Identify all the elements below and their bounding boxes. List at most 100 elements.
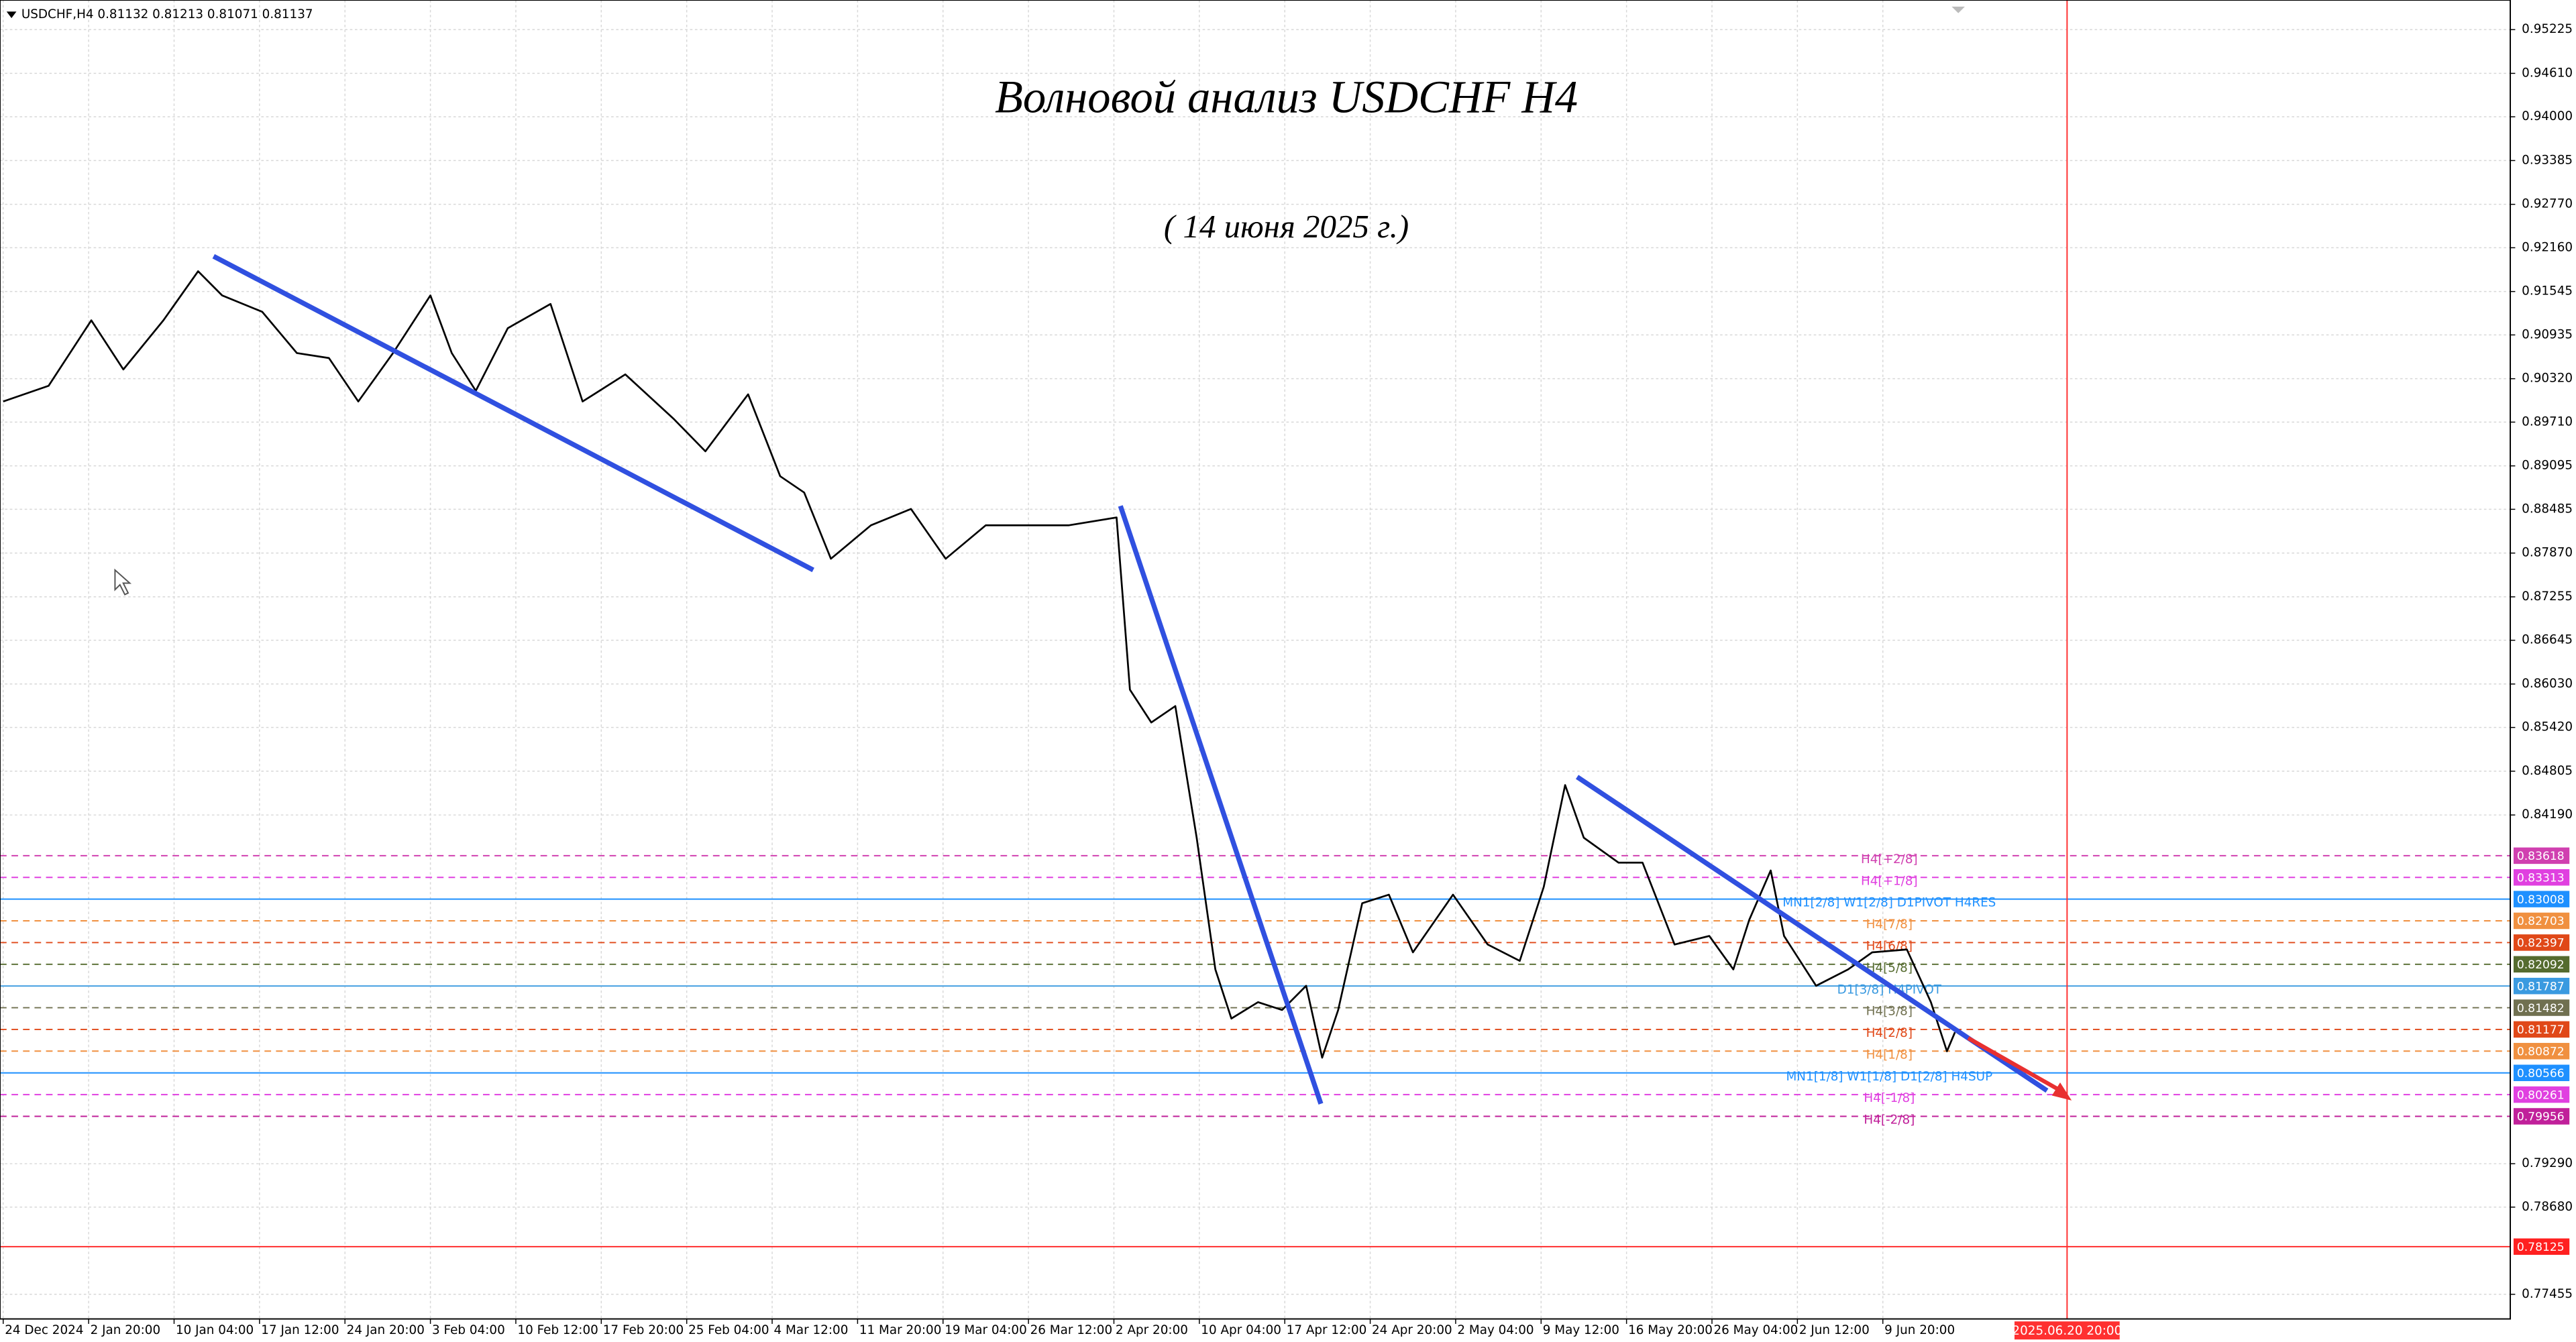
y-tick-label: 0.93385 <box>2522 153 2573 167</box>
level-tag <box>2513 1021 2570 1038</box>
y-tick-label: 0.90935 <box>2522 327 2573 341</box>
y-tick-label: 0.92770 <box>2522 197 2573 211</box>
level-value: 0.81482 <box>2517 1002 2565 1015</box>
level-value: 0.82397 <box>2517 937 2565 950</box>
trend-line <box>212 254 814 573</box>
level-tag <box>2513 1086 2570 1103</box>
y-tick-label: 0.89710 <box>2522 414 2573 429</box>
level-name: H4[2/8] <box>1866 1026 1913 1040</box>
x-tick-label: 9 Jun 20:00 <box>1884 1323 1955 1337</box>
level-tag <box>2513 912 2570 930</box>
x-tick-label: 11 Mar 20:00 <box>859 1323 942 1337</box>
x-tick-label: 16 May 20:00 <box>1628 1323 1713 1337</box>
x-tick-label: 3 Feb 04:00 <box>432 1323 505 1337</box>
chart-title: Волновой анализ USDCHF H4 <box>995 72 1578 123</box>
cursor <box>114 568 132 596</box>
level-value: 0.82092 <box>2517 958 2565 972</box>
x-tick-label: 24 Dec 2024 <box>5 1323 83 1337</box>
level-tag <box>2513 1043 2570 1060</box>
y-tick-label: 0.91545 <box>2522 284 2573 298</box>
x-tick-label: 9 May 12:00 <box>1543 1323 1619 1337</box>
level-name: H4[-2/8] <box>1864 1113 1915 1127</box>
level-value: 0.83008 <box>2517 893 2565 907</box>
level-tag <box>2513 934 2570 951</box>
y-tick-label: 0.94610 <box>2522 66 2573 80</box>
level-value: 0.80872 <box>2517 1046 2565 1059</box>
y-tick-label: 0.85420 <box>2522 720 2573 734</box>
y-tick-label: 0.90320 <box>2522 372 2573 386</box>
level-name: H4[-1/8] <box>1864 1091 1915 1105</box>
y-tick-label: 0.84190 <box>2522 807 2573 822</box>
level-value: 0.83313 <box>2517 871 2565 885</box>
level-name: H4[1/8] <box>1866 1048 1913 1062</box>
level-value: 0.83618 <box>2517 850 2565 863</box>
x-tick-label: 24 Apr 20:00 <box>1372 1323 1452 1337</box>
level-name: H4[+1/8] <box>1861 874 1918 888</box>
x-tick-label: 17 Jan 12:00 <box>261 1323 339 1337</box>
level-tag <box>2513 1108 2570 1125</box>
x-tick-label: 2 Apr 20:00 <box>1116 1323 1188 1337</box>
y-tick-label: 0.87255 <box>2522 590 2573 604</box>
x-tick-label: 10 Jan 04:00 <box>176 1323 254 1337</box>
level-name: H4[5/8] <box>1866 961 1913 975</box>
y-tick-label: 0.95225 <box>2522 22 2573 36</box>
x-tick-label: 24 Jan 20:00 <box>347 1323 425 1337</box>
x-tick-label: 17 Feb 20:00 <box>603 1323 684 1337</box>
price-area <box>3 270 1956 1059</box>
x-tick-label: 2 Jan 20:00 <box>91 1323 161 1337</box>
y-tick-label: 0.87870 <box>2522 546 2573 560</box>
grid <box>0 0 2511 1319</box>
forecast-arrow <box>1967 1036 2065 1095</box>
level-value: 0.81177 <box>2517 1023 2565 1037</box>
y-tick-label: 0.88485 <box>2522 502 2573 516</box>
x-tick-label: 25 Feb 04:00 <box>688 1323 769 1337</box>
y-tick-label: 0.89095 <box>2522 459 2573 473</box>
y-tick-label: 0.78680 <box>2522 1200 2573 1214</box>
level-tag <box>2513 1064 2570 1082</box>
level-value: 0.80261 <box>2517 1088 2565 1102</box>
vline-label: 2025.06.20 20:00 <box>2012 1324 2122 1338</box>
y-tick-label: 0.84805 <box>2522 764 2573 778</box>
menu-icon <box>6 11 17 19</box>
level-name: H4[+2/8] <box>1861 852 1918 866</box>
x-tick-label: 26 Mar 12:00 <box>1030 1323 1113 1337</box>
level-tag <box>2513 891 2570 907</box>
header: USDCHF,H4 0.81132 0.81213 0.81071 0.8113… <box>21 7 313 21</box>
y-tick-label: 0.92160 <box>2522 240 2573 254</box>
y-tick-label: 0.94000 <box>2522 109 2573 123</box>
vline-tag <box>2014 1321 2120 1340</box>
level-name: D1[3/8] H4PIVOT <box>1837 983 1942 997</box>
level-name: H4[3/8] <box>1866 1005 1913 1019</box>
x-tick-label: 4 Mar 12:00 <box>773 1323 848 1337</box>
level-value: 0.79956 <box>2517 1111 2565 1124</box>
level-tag <box>2513 956 2570 973</box>
x-tick-label: 10 Apr 04:00 <box>1201 1323 1281 1337</box>
y-tick-label: 0.79290 <box>2522 1156 2573 1170</box>
y-tick-label: 0.77455 <box>2522 1287 2573 1301</box>
arrow-head <box>2051 1082 2072 1101</box>
x-tick-label: 19 Mar 04:00 <box>945 1323 1027 1337</box>
levels: H4[+2/8] H4[+1/8] MN1[2/8] W1[2/8] D1PIVOT… <box>0 0 2511 1319</box>
trend-line <box>1118 505 1324 1105</box>
level-tag <box>2513 977 2570 995</box>
level-tag <box>2513 847 2570 864</box>
level-name: MN1[2/8] W1[2/8] D1PIVOT H4RES <box>1782 896 1996 910</box>
x-tick-label: 2 Jun 12:00 <box>1799 1323 1870 1337</box>
y-tick-label: 0.86030 <box>2522 677 2573 691</box>
x-tick-label: 26 May 04:00 <box>1713 1323 1798 1337</box>
plot-frame <box>0 0 2512 1320</box>
level-value: 0.81787 <box>2517 980 2565 993</box>
level-name: MN1[1/8] W1[1/8] D1[2/8] H4SUP <box>1786 1070 1992 1084</box>
level-value: 0.80566 <box>2517 1067 2565 1080</box>
x-tick-label: 17 Apr 12:00 <box>1287 1323 1367 1337</box>
level-value: 0.82703 <box>2517 915 2565 928</box>
level-tag <box>2513 1238 2570 1255</box>
level-value: 0.78125 <box>2517 1241 2565 1254</box>
x-tick-label: 2 May 04:00 <box>1457 1323 1534 1337</box>
y-tick-label: 0.86645 <box>2522 633 2573 647</box>
level-tag <box>2513 999 2570 1016</box>
